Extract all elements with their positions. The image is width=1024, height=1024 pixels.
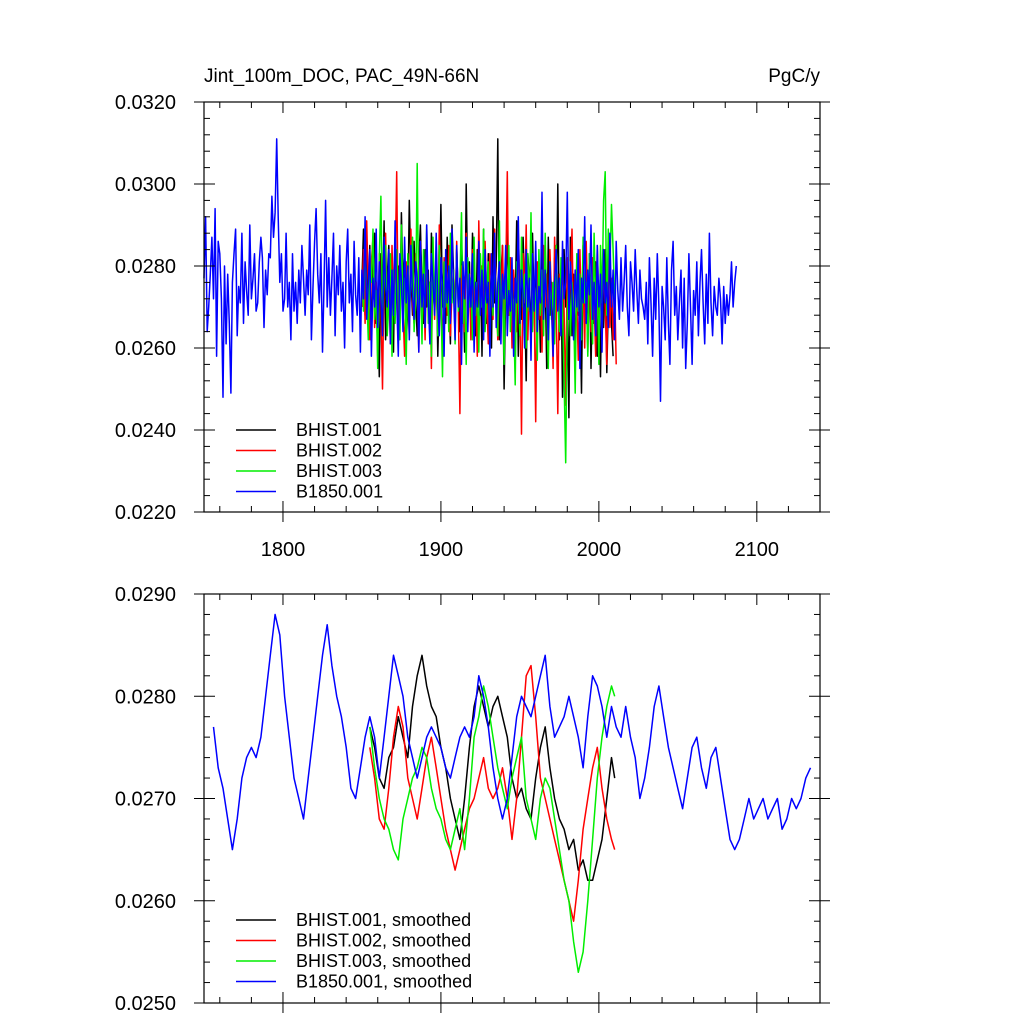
- y-tick-label: 0.0300: [115, 174, 176, 196]
- units-label: PgC/y: [768, 66, 820, 87]
- y-tick-label: 0.0240: [115, 420, 176, 442]
- series-line-1: [369, 664, 616, 922]
- x-tick-label: 1900: [419, 539, 464, 561]
- y-tick-label: 0.0290: [115, 584, 176, 606]
- legend-label: BHIST.002, smoothed: [296, 931, 471, 951]
- top-series-group: [203, 138, 738, 464]
- series-line-2: [369, 685, 616, 974]
- legend-label: B1850.001, smoothed: [296, 972, 472, 992]
- legend-label: BHIST.001: [296, 420, 382, 440]
- x-tick-label: 2000: [577, 539, 622, 561]
- series-line-3: [212, 613, 812, 851]
- legend-label: BHIST.001, smoothed: [296, 910, 471, 930]
- bottom-panel: 0.0250 0.0260 0.0270 0.0280 0.0290 BHIST.001…: [115, 584, 830, 1015]
- legend-label: BHIST.003: [296, 461, 382, 481]
- bottom-axes: 0.0250 0.0260 0.0270 0.0280 0.0290: [115, 584, 830, 1015]
- y-tick-label: 0.0260: [115, 338, 176, 360]
- y-tick-label: 0.0220: [115, 502, 176, 524]
- top-panel: Jint_100m_DOC, PAC_49N-66N PgC/y 1800 190…: [115, 66, 830, 561]
- y-tick-label: 0.0280: [115, 686, 176, 708]
- x-tick-label: 1800: [261, 539, 306, 561]
- chart-title: Jint_100m_DOC, PAC_49N-66N: [204, 66, 479, 87]
- legend-label: BHIST.002: [296, 441, 382, 461]
- series-line-3: [203, 138, 738, 403]
- legend-label: B1850.001: [296, 482, 383, 502]
- x-tick-label: 2100: [735, 539, 780, 561]
- top-axes: 1800 1900 2000 2100 0.0220 0.0240 0.0260 0.0280…: [115, 92, 830, 561]
- plot-frame: [203, 101, 821, 513]
- y-tick-label: 0.0280: [115, 256, 176, 278]
- y-tick-label: 0.0270: [115, 789, 176, 811]
- legend-label: BHIST.003, smoothed: [296, 951, 471, 971]
- bottom-series-group: [212, 613, 812, 974]
- y-tick-label: 0.0250: [115, 993, 176, 1015]
- y-tick-label: 0.0260: [115, 891, 176, 913]
- series-line-0: [369, 654, 616, 882]
- y-tick-label: 0.0320: [115, 92, 176, 114]
